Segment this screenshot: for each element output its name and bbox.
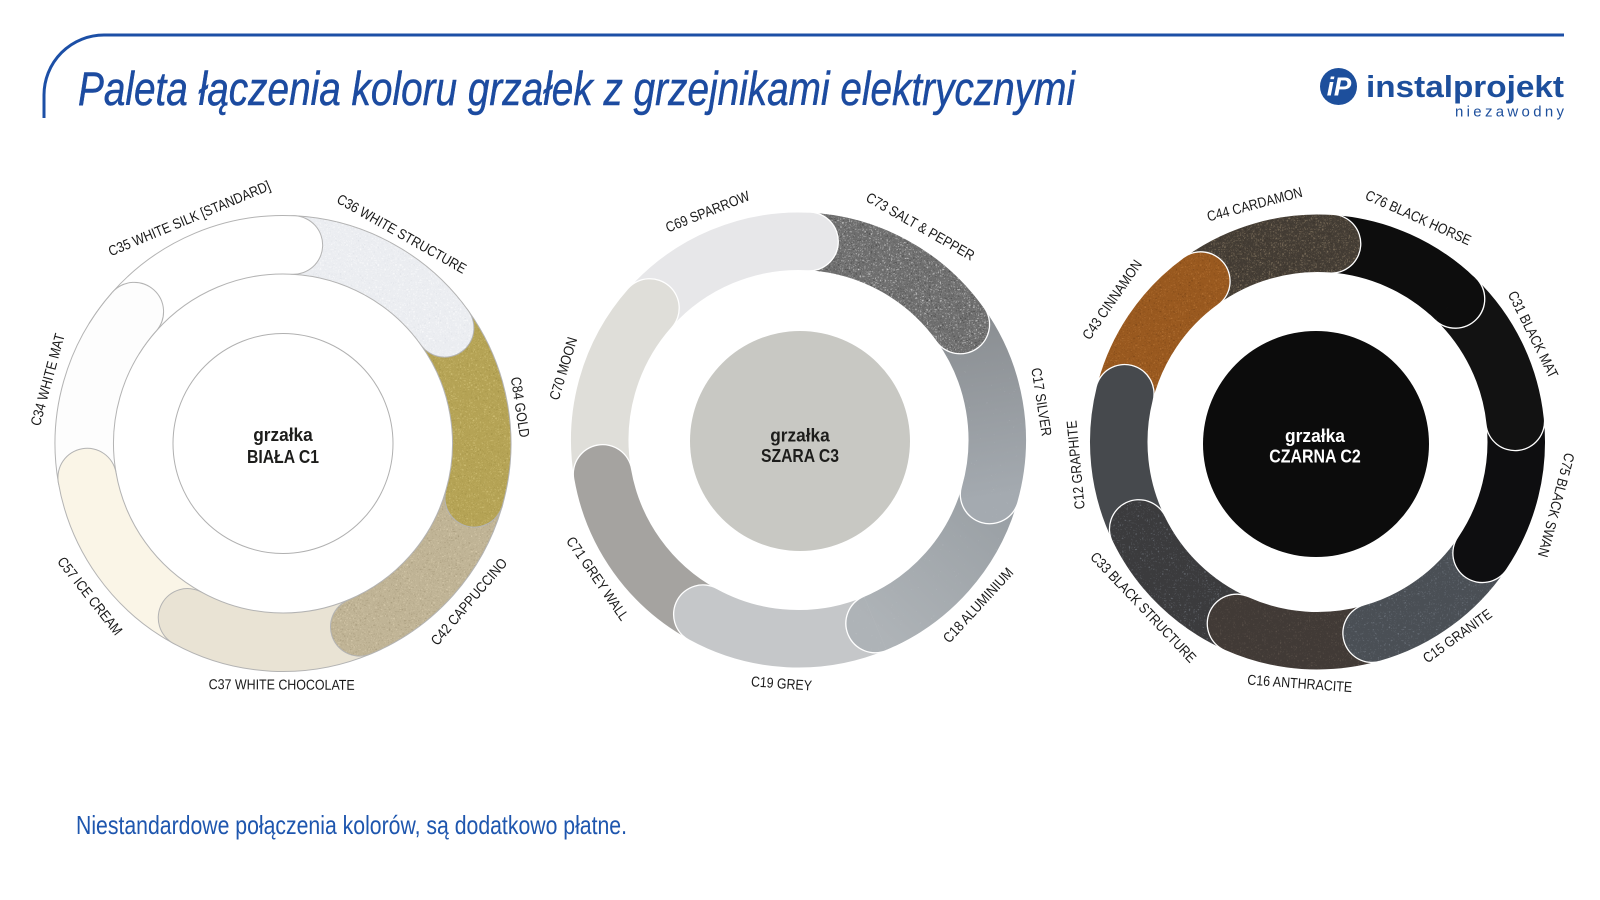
svg-text:grzałka: grzałka [770, 425, 830, 446]
svg-text:CZARNA C2: CZARNA C2 [1269, 446, 1361, 467]
svg-text:BIAŁA C1: BIAŁA C1 [247, 446, 319, 467]
svg-text:C16 ANTHRACITE: C16 ANTHRACITE [1247, 672, 1353, 696]
svg-text:Niestandardowe połączenia kolo: Niestandardowe połączenia kolorów, są do… [76, 810, 627, 840]
svg-text:grzałka: grzałka [253, 424, 313, 445]
svg-text:C19 GREY: C19 GREY [750, 674, 812, 694]
svg-text:Paleta łączenia koloru grzałek: Paleta łączenia koloru grzałek z grzejni… [78, 62, 1076, 115]
svg-text:iP: iP [1327, 72, 1352, 102]
svg-text:SZARA C3: SZARA C3 [761, 445, 839, 466]
svg-text:C37 WHITE CHOCOLATE: C37 WHITE CHOCOLATE [209, 677, 355, 694]
svg-text:grzałka: grzałka [1285, 425, 1346, 446]
svg-text:instalprojekt: instalprojekt [1366, 69, 1564, 104]
